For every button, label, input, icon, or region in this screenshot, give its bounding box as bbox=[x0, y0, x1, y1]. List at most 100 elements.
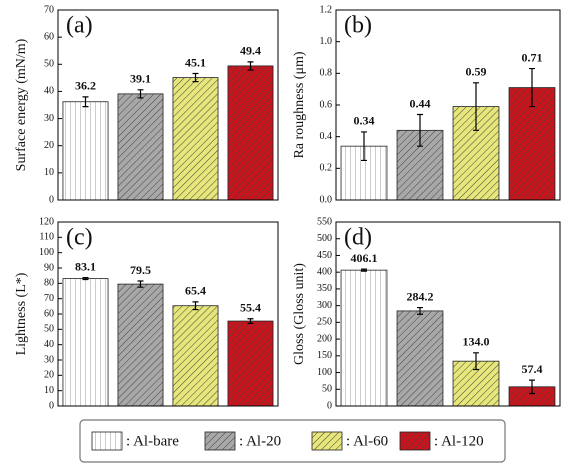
legend-label: : Al-bare bbox=[126, 433, 179, 449]
panel-label: (d) bbox=[344, 225, 372, 251]
value-label: 83.1 bbox=[75, 259, 96, 273]
y-tick-label: 0 bbox=[327, 400, 332, 411]
y-tick-label: 0 bbox=[49, 194, 54, 205]
error-bar bbox=[82, 277, 89, 281]
bar bbox=[172, 77, 219, 201]
legend-swatch bbox=[91, 431, 123, 451]
bar bbox=[62, 101, 109, 201]
y-axis-label: Surface energy (mN/m) bbox=[14, 38, 29, 171]
y-axis-label: Lightness (L*) bbox=[14, 272, 29, 355]
legend-label: : Al-120 bbox=[434, 433, 484, 449]
y-tick-label: 120 bbox=[39, 216, 54, 227]
y-tick-label: 0.0 bbox=[320, 194, 333, 205]
error-bar bbox=[529, 67, 535, 108]
legend-swatch bbox=[311, 431, 343, 451]
y-tick-label: 10 bbox=[44, 167, 54, 178]
panel-label: (b) bbox=[344, 13, 372, 39]
error-bar bbox=[137, 280, 144, 288]
bar bbox=[227, 320, 274, 407]
value-label: 79.5 bbox=[130, 263, 151, 277]
error-bar bbox=[247, 61, 254, 71]
value-label: 65.4 bbox=[185, 284, 206, 298]
plot-frame bbox=[57, 9, 279, 201]
y-tick-label: 60 bbox=[44, 308, 54, 319]
bar bbox=[117, 283, 164, 407]
legend-label: : Al-20 bbox=[239, 433, 281, 449]
y-tick-label: 200 bbox=[317, 333, 332, 344]
y-tick-label: 1.0 bbox=[320, 36, 333, 47]
y-tick-label: 0.6 bbox=[320, 99, 333, 110]
panel-label: (c) bbox=[66, 225, 93, 251]
y-tick-label: 70 bbox=[44, 293, 54, 304]
y-tick-label: 90 bbox=[44, 262, 54, 273]
value-label: 406.1 bbox=[351, 251, 378, 265]
y-tick-label: 40 bbox=[44, 86, 54, 97]
y-tick-label: 30 bbox=[44, 354, 54, 365]
bar bbox=[62, 278, 109, 407]
error-bar bbox=[137, 89, 144, 99]
bar bbox=[172, 305, 219, 407]
bar bbox=[396, 310, 444, 407]
error-bar bbox=[192, 72, 199, 83]
legend-box bbox=[79, 419, 506, 463]
y-tick-label: 100 bbox=[317, 367, 332, 378]
y-tick-label: 80 bbox=[44, 278, 54, 289]
y-tick-label: 50 bbox=[44, 59, 54, 70]
bar bbox=[340, 269, 388, 407]
y-tick-label: 20 bbox=[44, 140, 54, 151]
error-bar bbox=[473, 352, 479, 371]
value-label: 55.4 bbox=[240, 301, 261, 315]
y-tick-label: 300 bbox=[317, 300, 332, 311]
y-tick-label: 350 bbox=[317, 283, 332, 294]
legend-swatch bbox=[399, 431, 431, 451]
error-bar bbox=[361, 268, 367, 272]
y-tick-label: 500 bbox=[317, 233, 332, 244]
error-bar bbox=[361, 131, 367, 162]
legend-label: : Al-60 bbox=[346, 433, 388, 449]
y-tick-label: 0 bbox=[49, 400, 54, 411]
value-label: 36.2 bbox=[75, 79, 96, 93]
value-label: 0.44 bbox=[410, 96, 431, 110]
bar bbox=[227, 65, 274, 201]
y-tick-label: 150 bbox=[317, 350, 332, 361]
y-tick-label: 10 bbox=[44, 385, 54, 396]
panel-label: (a) bbox=[66, 13, 93, 39]
value-label: 49.4 bbox=[240, 44, 261, 58]
value-label: 0.34 bbox=[354, 114, 375, 128]
value-label: 134.0 bbox=[463, 335, 490, 349]
value-label: 45.1 bbox=[185, 55, 206, 69]
value-label: 57.4 bbox=[522, 362, 543, 376]
value-label: 39.1 bbox=[130, 72, 151, 86]
error-bar bbox=[473, 82, 479, 131]
y-tick-label: 70 bbox=[44, 4, 54, 15]
y-tick-label: 1.2 bbox=[320, 4, 333, 15]
error-bar bbox=[82, 96, 89, 108]
y-tick-label: 250 bbox=[317, 317, 332, 328]
legend-swatch bbox=[204, 431, 236, 451]
y-tick-label: 450 bbox=[317, 250, 332, 261]
error-bar bbox=[247, 318, 254, 324]
error-bar bbox=[417, 113, 423, 147]
y-tick-label: 550 bbox=[317, 216, 332, 227]
y-tick-label: 60 bbox=[44, 31, 54, 42]
y-tick-label: 40 bbox=[44, 339, 54, 350]
y-tick-label: 110 bbox=[39, 232, 54, 243]
error-bar bbox=[417, 306, 423, 315]
y-tick-label: 400 bbox=[317, 266, 332, 277]
value-label: 0.71 bbox=[522, 50, 543, 64]
value-label: 0.59 bbox=[466, 65, 487, 79]
y-tick-label: 0.2 bbox=[320, 163, 333, 174]
plot-frame bbox=[57, 221, 279, 407]
y-tick-label: 20 bbox=[44, 370, 54, 381]
y-axis-label: Ra roughness (μm) bbox=[292, 51, 307, 158]
y-tick-label: 30 bbox=[44, 113, 54, 124]
bar bbox=[117, 93, 164, 201]
y-tick-label: 0.4 bbox=[320, 131, 333, 142]
plot-frame bbox=[335, 9, 561, 201]
y-tick-label: 100 bbox=[39, 247, 54, 258]
plot-frame bbox=[335, 221, 561, 407]
value-label: 284.2 bbox=[407, 289, 434, 303]
y-axis-label: Gloss (Gloss unit) bbox=[292, 263, 307, 365]
y-tick-label: 50 bbox=[44, 324, 54, 335]
